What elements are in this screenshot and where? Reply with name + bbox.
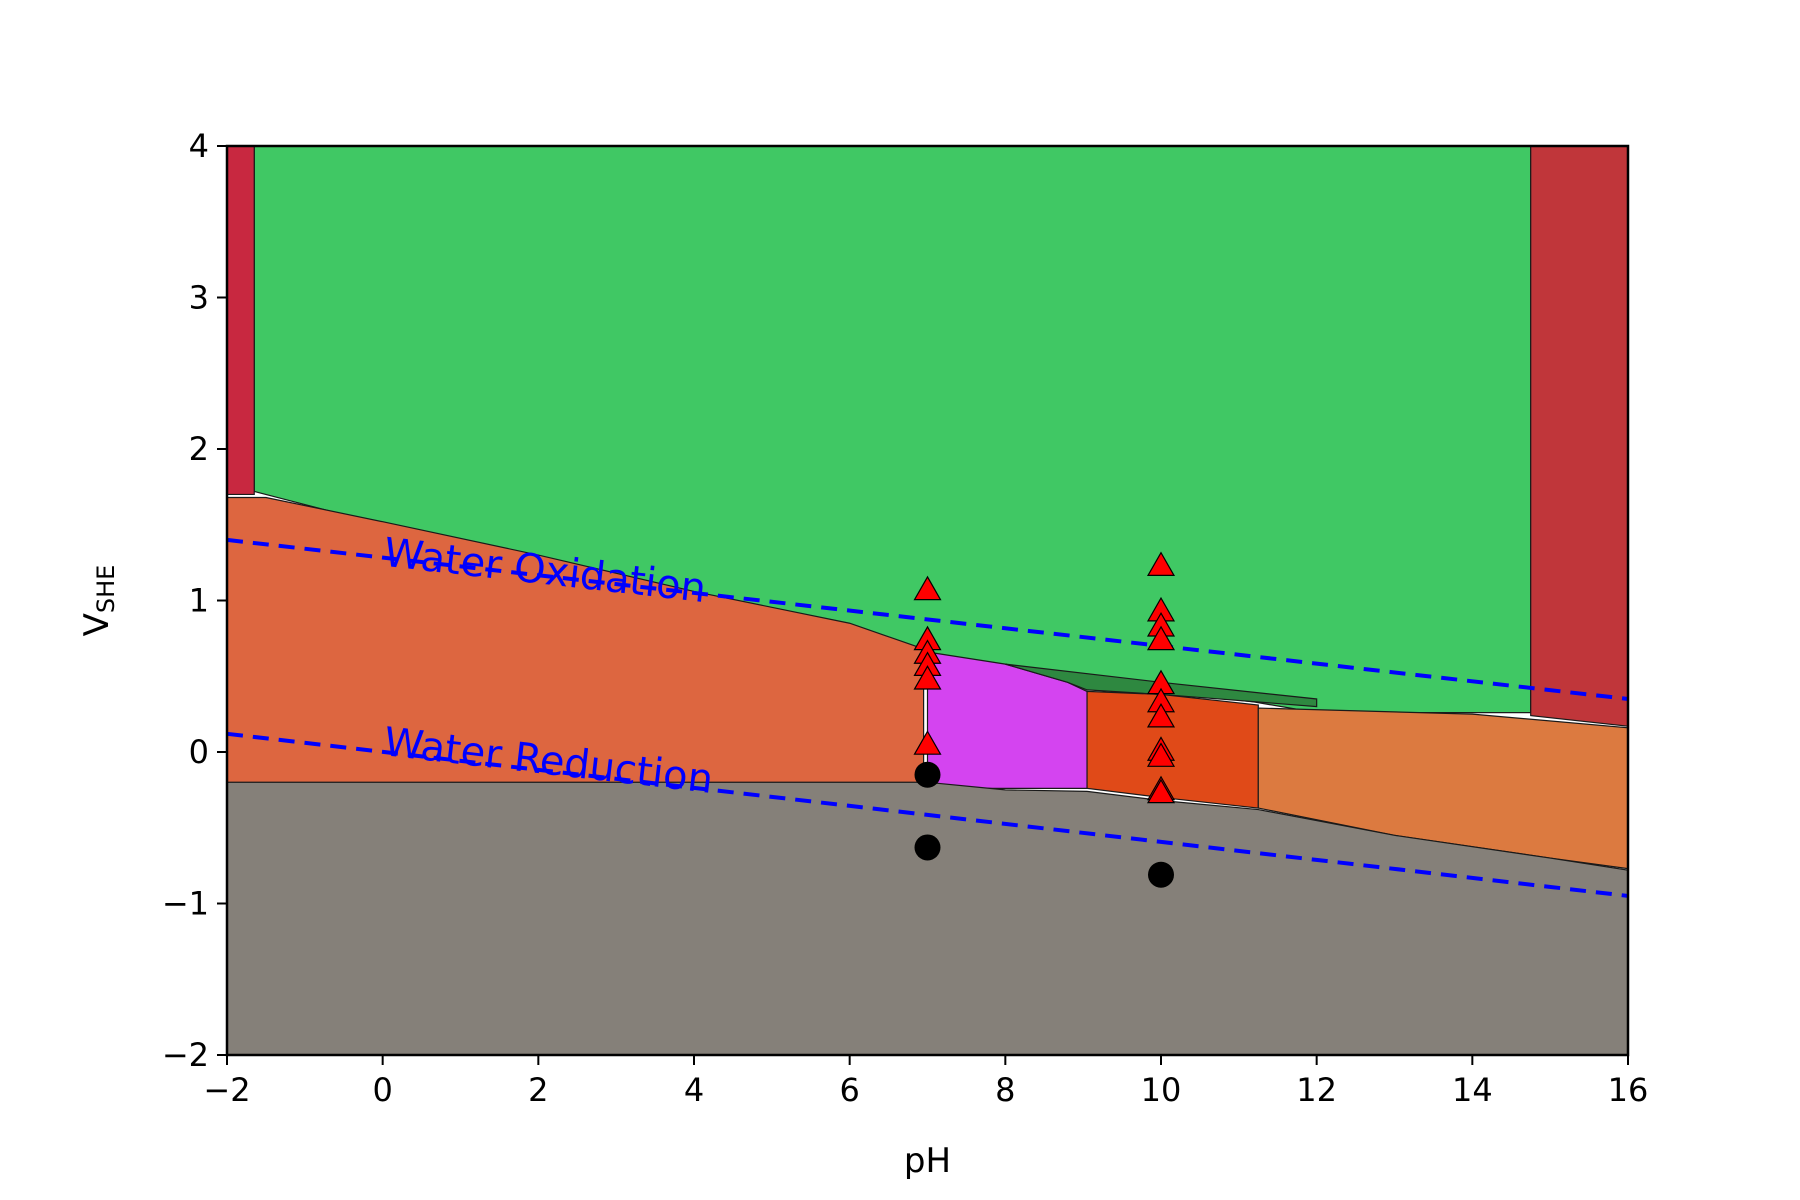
region-layer: [226, 145, 1629, 1056]
circle-point-0: [914, 761, 941, 788]
x-tick-label: 16: [1608, 1071, 1649, 1109]
x-tick-label: 4: [684, 1071, 704, 1109]
x-tick-label: 10: [1141, 1071, 1182, 1109]
triangle-point-5: [913, 730, 942, 755]
x-tick-label: 6: [839, 1071, 859, 1109]
y-tick-label: 1: [189, 582, 209, 620]
water-oxidation-line: [226, 537, 1629, 701]
x-tick-label: 12: [1296, 1071, 1337, 1109]
marker-layer: [913, 551, 1176, 888]
x-tick-label: 2: [528, 1071, 548, 1109]
y-axis-label-main: V: [77, 613, 117, 636]
phase-region-2: [1530, 145, 1629, 727]
circle-point-2: [1148, 861, 1174, 888]
x-tick-label: 8: [995, 1071, 1015, 1109]
y-tick-label: 3: [189, 279, 209, 317]
phase-region-6: [1257, 707, 1629, 870]
x-axis-label: pH: [904, 1141, 951, 1181]
triangle-point-14: [1146, 742, 1176, 767]
x-tick-label: 14: [1452, 1071, 1493, 1109]
y-axis-label-sub: SHE: [92, 565, 120, 613]
triangle-point-9: [1146, 625, 1176, 651]
y-tick-label: 0: [189, 733, 209, 771]
triangle-point-0: [913, 575, 942, 601]
y-axis: −2 −1 0 1 2 3 4: [162, 127, 227, 1074]
circle-point-1: [914, 834, 941, 861]
y-tick-label: −1: [162, 885, 209, 923]
water-reduction-line: [226, 731, 1629, 898]
y-tick-label: 4: [189, 127, 209, 165]
triangle-point-16: [1146, 778, 1176, 804]
triangle-point-6: [1146, 551, 1176, 577]
x-tick-label: 0: [372, 1071, 392, 1109]
y-tick-label: 2: [189, 430, 209, 468]
x-tick-label: −2: [203, 1071, 250, 1109]
y-tick-label: −2: [162, 1036, 209, 1074]
triangle-point-12: [1146, 702, 1176, 728]
x-axis: −2 0 2 4 6 8 10 12 14 16: [203, 1055, 1648, 1109]
triangle-point-4: [913, 665, 942, 690]
y-axis-label: VSHE: [77, 565, 120, 637]
phase-region-1: [226, 145, 255, 496]
